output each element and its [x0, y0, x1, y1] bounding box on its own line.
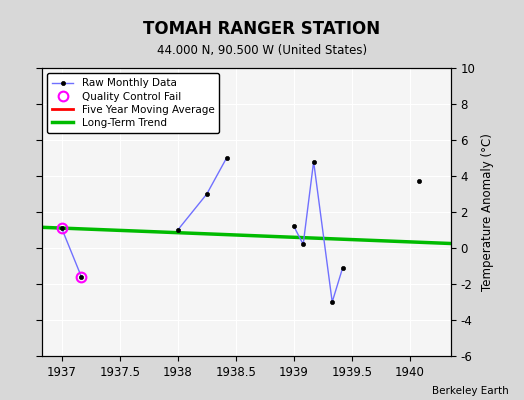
Quality Control Fail — [78, 274, 84, 279]
Text: Berkeley Earth: Berkeley Earth — [432, 386, 508, 396]
Text: 44.000 N, 90.500 W (United States): 44.000 N, 90.500 W (United States) — [157, 44, 367, 57]
Raw Monthly Data — [59, 226, 65, 230]
Raw Monthly Data — [78, 274, 84, 279]
Text: TOMAH RANGER STATION: TOMAH RANGER STATION — [144, 20, 380, 38]
Y-axis label: Temperature Anomaly (°C): Temperature Anomaly (°C) — [481, 133, 494, 291]
Line: Quality Control Fail: Quality Control Fail — [57, 223, 86, 282]
Quality Control Fail — [59, 226, 65, 230]
Line: Raw Monthly Data: Raw Monthly Data — [60, 226, 83, 279]
Legend: Raw Monthly Data, Quality Control Fail, Five Year Moving Average, Long-Term Tren: Raw Monthly Data, Quality Control Fail, … — [47, 73, 220, 133]
